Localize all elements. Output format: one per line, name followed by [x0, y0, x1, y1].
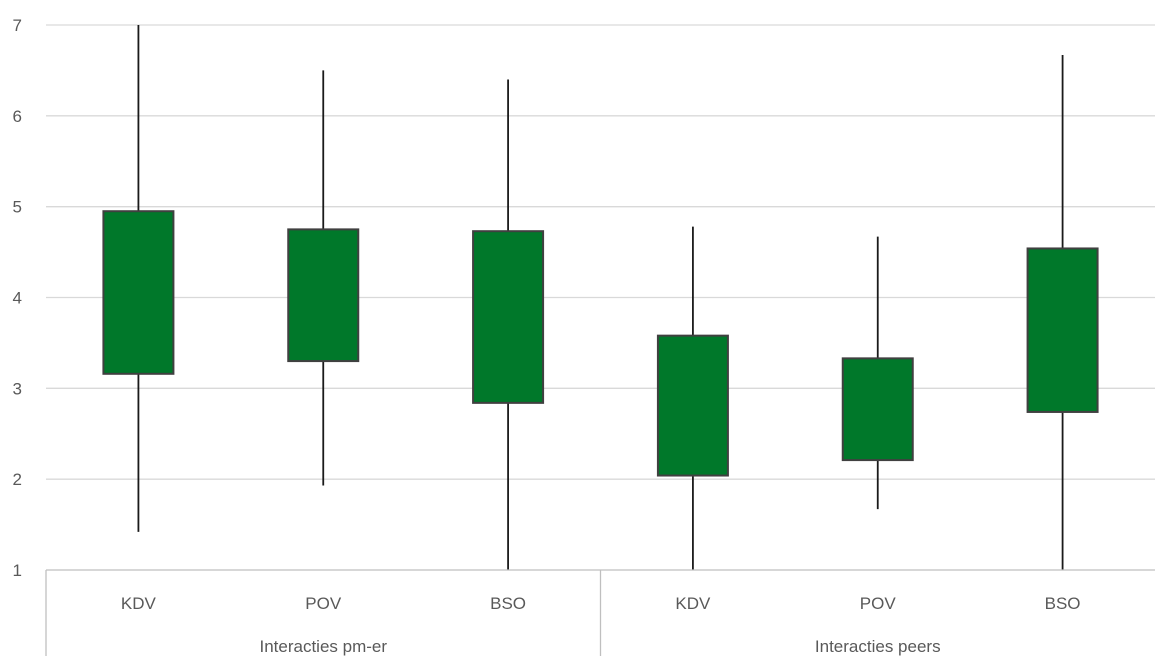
category-label-g0-pov: POV — [305, 594, 342, 613]
x-axis: KDV POV BSO KDV POV BSO Interacties pm-er Inter… — [45, 569, 1155, 656]
y-tick-label-1: 1 — [13, 561, 22, 580]
box-g0-pov — [287, 228, 360, 363]
y-axis-ticks: 1 2 3 4 5 6 7 — [13, 16, 22, 580]
category-label-g1-pov: POV — [860, 594, 897, 613]
box-g0-bso — [472, 230, 545, 404]
gridlines — [46, 24, 1155, 480]
y-tick-label-6: 6 — [13, 107, 22, 126]
y-tick-label-3: 3 — [13, 379, 22, 398]
y-tick-label-4: 4 — [13, 289, 22, 308]
box-g1-bso — [1026, 247, 1099, 413]
group-label-0: Interacties pm-er — [259, 637, 387, 656]
boxes — [102, 210, 1099, 477]
box-g0-kdv — [102, 210, 175, 375]
category-label-g0-bso: BSO — [490, 594, 526, 613]
category-label-g1-kdv: KDV — [675, 594, 711, 613]
y-tick-label-5: 5 — [13, 198, 22, 217]
group-label-1: Interacties peers — [815, 637, 941, 656]
y-tick-label-2: 2 — [13, 470, 22, 489]
box-g1-pov — [841, 357, 914, 462]
category-label-g0-kdv: KDV — [121, 594, 157, 613]
category-label-g1-bso: BSO — [1045, 594, 1081, 613]
box-g1-kdv — [656, 334, 729, 477]
y-tick-label-7: 7 — [13, 16, 22, 35]
